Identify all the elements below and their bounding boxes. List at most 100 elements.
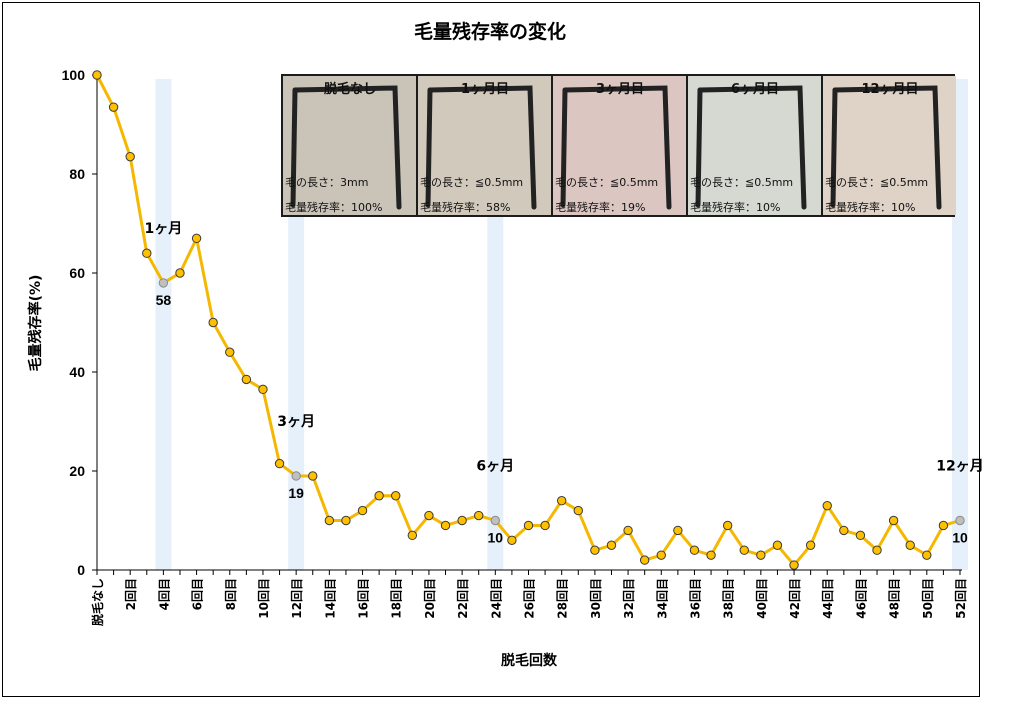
data-point [556, 496, 567, 506]
x-tick-label: 38回目 [722, 578, 736, 619]
chart-title: 毛量残存率の変化 [414, 20, 566, 43]
x-tick-label: 44回目 [821, 578, 835, 619]
photo-title: 1ヶ月目 [461, 82, 509, 97]
photo-hair-length: 毛の長さ：3mm [285, 176, 368, 189]
data-point [324, 515, 335, 526]
data-point [291, 471, 301, 481]
data-point [706, 550, 716, 560]
data-point [673, 525, 683, 536]
data-label: 10 [952, 530, 968, 546]
data-point [722, 520, 733, 531]
data-point [457, 515, 467, 526]
x-tick-label: 46回目 [854, 578, 868, 619]
data-point [922, 550, 932, 560]
x-tick-label: 50回目 [921, 578, 935, 619]
x-tick-label: 20回目 [423, 578, 437, 619]
x-tick-label: 10回目 [257, 578, 271, 619]
x-tick-label: 28回目 [556, 578, 570, 619]
data-point [258, 384, 268, 395]
x-tick-label: 22回目 [456, 578, 470, 619]
data-point [474, 510, 484, 521]
data-point [872, 545, 882, 555]
x-tick-label: 36回目 [688, 578, 702, 619]
photo-hair-length: 毛の長さ：≦0.5mm [825, 176, 928, 189]
marker-outline [830, 87, 838, 208]
data-point [855, 530, 866, 541]
data-point [540, 520, 550, 531]
x-tick-label: 6回目 [191, 578, 205, 610]
marker-outline [562, 85, 672, 210]
x-tick-label: 32回目 [622, 578, 636, 619]
x-tick-label: 40回目 [755, 578, 769, 619]
y-tick-label: 80 [69, 166, 85, 182]
data-point [208, 317, 218, 328]
x-tick-label: 18回目 [390, 578, 404, 619]
y-tick-label: 60 [69, 265, 85, 281]
period-annotation: 1ヶ月 [145, 221, 183, 237]
data-point [623, 525, 633, 536]
photo-title: 脱毛なし [324, 81, 376, 97]
data-point [191, 233, 202, 244]
data-label: 19 [288, 485, 304, 501]
data-point [822, 500, 832, 511]
data-point [905, 540, 915, 550]
photo-title: 12ヶ月目 [861, 82, 918, 97]
x-tick-label: 16回目 [357, 578, 371, 619]
data-point [424, 510, 434, 521]
data-point [490, 515, 501, 526]
data-point [241, 374, 252, 385]
x-axis-ticks: 脱毛なし 2回目 4回目 6回目 8回目 10回目 12回目 14回目 16回目 18回目 20回目… [90, 570, 968, 626]
data-point [590, 545, 600, 555]
marker-outline [560, 87, 568, 208]
data-point [158, 278, 169, 288]
marker-outline [425, 87, 433, 208]
photo-hair-length: 毛の長さ：≦0.5mm [690, 176, 793, 189]
data-point [839, 525, 849, 536]
photo-hair-rate: 毛量残存率：19% [555, 200, 645, 214]
data-point [374, 491, 384, 501]
data-point [888, 515, 899, 526]
y-axis-title: 毛量残存率(%) [27, 275, 44, 372]
marker-outline [427, 85, 537, 210]
y-tick-label: 0 [77, 562, 85, 578]
data-point [142, 248, 152, 258]
photo-hair-length: 毛の長さ：≦0.5mm [420, 176, 523, 189]
period-annotation: 6ヶ月 [476, 459, 514, 475]
data-point [308, 471, 318, 481]
period-annotation: 3ヶ月 [277, 414, 315, 430]
photo-title: 6ヶ月目 [731, 82, 779, 97]
x-tick-label: 14回目 [323, 578, 337, 619]
y-tick-label: 20 [69, 463, 85, 479]
data-point [805, 540, 816, 550]
data-point [756, 550, 766, 560]
y-tick-label: 100 [62, 67, 86, 83]
data-point [92, 70, 102, 80]
data-point [407, 530, 418, 541]
data-label: 58 [156, 292, 172, 308]
photo-hair-rate: 毛量残存率：58% [420, 200, 510, 214]
data-point [357, 505, 368, 516]
photo-hair-rate: 毛量残存率：100% [285, 200, 382, 214]
y-axis-ticks: 0 20 40 60 80 100 [62, 67, 97, 578]
data-point [125, 151, 135, 162]
data-point [656, 550, 666, 560]
data-point [689, 545, 700, 555]
photo-title: 3ヶ月目 [596, 82, 644, 97]
photo-hair-rate: 毛量残存率：10% [690, 200, 780, 214]
marker-outline [292, 85, 402, 210]
data-point [341, 515, 351, 526]
data-point [391, 491, 401, 501]
data-point [440, 520, 451, 531]
x-tick-label: 4回目 [157, 578, 171, 610]
marker-outline [290, 87, 298, 208]
x-axis-title: 脱毛回数 [501, 652, 558, 669]
data-point [225, 347, 235, 357]
data-point [938, 520, 949, 531]
x-tick-label: 2回目 [124, 578, 138, 610]
